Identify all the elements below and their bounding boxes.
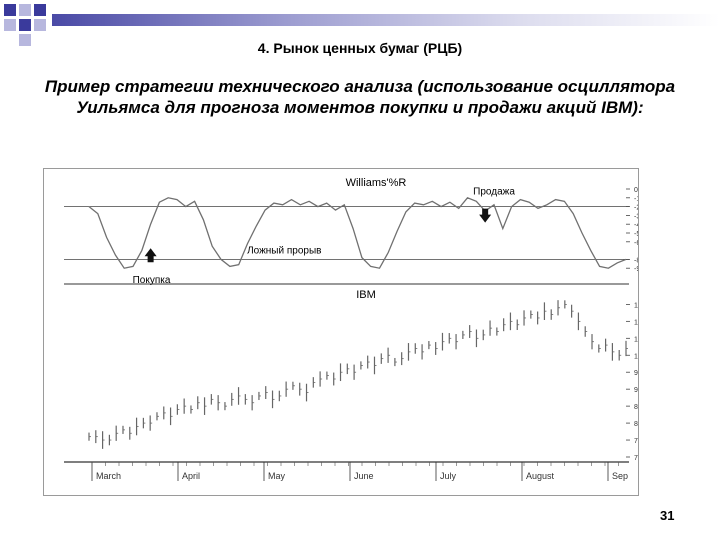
williams-title: Williams'%R: [346, 177, 407, 189]
sell-arrow-icon: [479, 208, 492, 223]
williams-y-ticks: 0 -10 -20-30 -40 -50 -60 -80 -90: [626, 187, 644, 273]
time-axis: March April May June July August Sep: [91, 462, 628, 481]
ibm-price-bars: [88, 300, 628, 449]
williams-tick-label: -60: [634, 240, 638, 247]
corner-decoration: [0, 0, 60, 60]
ibm-y-ticks: 70 75 80 85 90 95 100 105 110 115: [626, 302, 646, 462]
williams-ibm-chart: Williams'%R 0 -10 -20-30 -40 -50 -60 -80 -90 По…: [64, 177, 646, 481]
ibm-tick-label: 115: [634, 302, 638, 309]
month-label: April: [182, 471, 200, 481]
ibm-tick-label: 75: [634, 438, 638, 445]
buy-arrow-icon: [144, 248, 157, 263]
ibm-tick-label: 90: [634, 387, 638, 394]
slide-heading: 4. Рынок ценных бумаг (РЦБ): [257, 40, 463, 56]
chart-frame: Williams'%R 0 -10 -20-30 -40 -50 -60 -80 -90 По…: [43, 168, 646, 496]
williams-tick-label: 0: [634, 187, 638, 194]
month-label: May: [268, 471, 286, 481]
month-label: Sep: [612, 471, 628, 481]
ibm-tick-label: 85: [634, 404, 638, 411]
month-label: August: [526, 471, 555, 481]
williams-tick-label: -40: [634, 222, 638, 229]
ibm-tick-label: 100: [634, 353, 638, 360]
williams-panel: Williams'%R 0 -10 -20-30 -40 -50 -60 -80 -90 По…: [64, 177, 644, 287]
williams-tick-label: -30: [634, 213, 638, 220]
williams-line: [88, 197, 627, 269]
ibm-tick-label: 80: [634, 421, 638, 428]
williams-tick-label: -80: [634, 257, 638, 264]
month-label: March: [96, 471, 121, 481]
month-label: July: [440, 471, 457, 481]
slide-title: Пример стратегии технического анализа (и…: [44, 77, 676, 117]
ibm-tick-label: 70: [634, 455, 638, 462]
ibm-tick-label: 105: [634, 336, 638, 343]
ibm-tick-label: 110: [634, 319, 638, 326]
williams-tick-label: -20: [634, 205, 638, 212]
sell-label: Продажа: [473, 187, 515, 198]
williams-tick-label: -90: [634, 266, 638, 273]
title-bar-gradient: [52, 14, 720, 26]
page-number: 31: [660, 508, 675, 523]
williams-tick-label: -50: [634, 231, 638, 238]
false-breakout-label: Ложный прорыв: [247, 245, 321, 256]
ibm-panel: IBM 70 75 80 85 90 95 100 105 110 115: [64, 289, 646, 463]
williams-tick-label: -10: [634, 196, 638, 203]
ibm-tick-label: 95: [634, 370, 638, 377]
buy-label: Покупка: [133, 275, 171, 286]
ibm-title: IBM: [356, 289, 376, 301]
month-label: June: [354, 471, 374, 481]
